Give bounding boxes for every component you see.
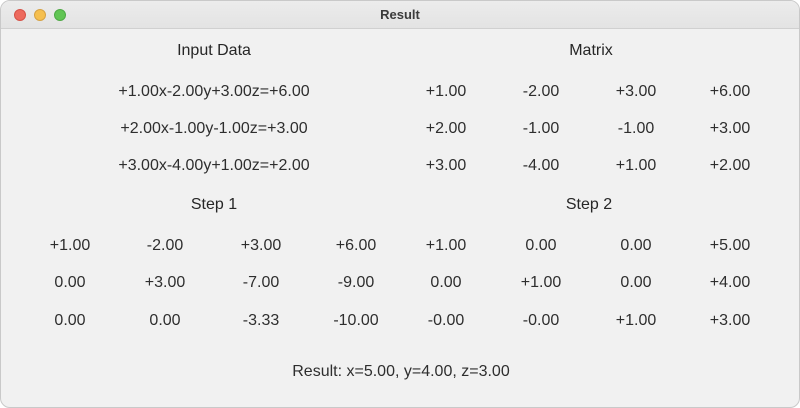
minimize-button[interactable] <box>34 9 46 21</box>
step2-cell: +3.00 <box>709 312 751 329</box>
step2-cell: 0.00 <box>620 237 652 254</box>
step1-cell: +6.00 <box>335 237 377 254</box>
step1-cell: 0.00 <box>54 274 86 291</box>
step2-cell: +1.00 <box>615 312 657 329</box>
step2-cell: +1.00 <box>520 274 562 291</box>
matrix-cell: +3.00 <box>615 83 657 100</box>
step1-cell: +3.00 <box>240 237 282 254</box>
matrix-cell: +3.00 <box>425 157 467 174</box>
matrix-cell: +1.00 <box>615 157 657 174</box>
matrix-cell: -4.00 <box>522 157 560 174</box>
step1-cell: +3.00 <box>144 274 186 291</box>
matrix-cell: +6.00 <box>709 83 751 100</box>
step1-cell: -7.00 <box>242 274 280 291</box>
step2-cell: +1.00 <box>425 237 467 254</box>
step1-heading: Step 1 <box>190 196 238 213</box>
step2-cell: 0.00 <box>620 274 652 291</box>
input-data-heading: Input Data <box>177 42 251 59</box>
matrix-cell: -2.00 <box>522 83 560 100</box>
equation-3: +3.00x-4.00y+1.00z=+2.00 <box>118 157 310 174</box>
step2-cell: -0.00 <box>522 312 560 329</box>
step2-cell: +5.00 <box>709 237 751 254</box>
matrix-cell: -1.00 <box>522 120 560 137</box>
equation-2: +2.00x-1.00y-1.00z=+3.00 <box>120 120 308 137</box>
step1-cell: -9.00 <box>337 274 375 291</box>
step1-cell: +1.00 <box>49 237 91 254</box>
result-text: Result: x=5.00, y=4.00, z=3.00 <box>292 363 510 380</box>
step2-cell: -0.00 <box>427 312 465 329</box>
step2-cell: 0.00 <box>430 274 462 291</box>
matrix-heading: Matrix <box>569 42 613 59</box>
matrix-cell: +3.00 <box>709 120 751 137</box>
step1-cell: -10.00 <box>333 312 379 329</box>
step2-cell: +4.00 <box>709 274 751 291</box>
window-title: Result <box>380 7 420 22</box>
matrix-cell: -1.00 <box>617 120 655 137</box>
matrix-cell: +1.00 <box>425 83 467 100</box>
matrix-cell: +2.00 <box>425 120 467 137</box>
step1-cell: -3.33 <box>242 312 280 329</box>
zoom-button[interactable] <box>54 9 66 21</box>
matrix-cell: +2.00 <box>709 157 751 174</box>
close-button[interactable] <box>14 9 26 21</box>
content-area: Input Data Matrix Step 1 Step 2 +1.00x-2… <box>1 30 799 407</box>
step1-cell: 0.00 <box>54 312 86 329</box>
step2-heading: Step 2 <box>565 196 613 213</box>
step1-cell: -2.00 <box>146 237 184 254</box>
step1-cell: 0.00 <box>149 312 181 329</box>
step2-cell: 0.00 <box>525 237 557 254</box>
title-bar: Result <box>1 1 799 29</box>
equation-1: +1.00x-2.00y+3.00z=+6.00 <box>118 83 310 100</box>
